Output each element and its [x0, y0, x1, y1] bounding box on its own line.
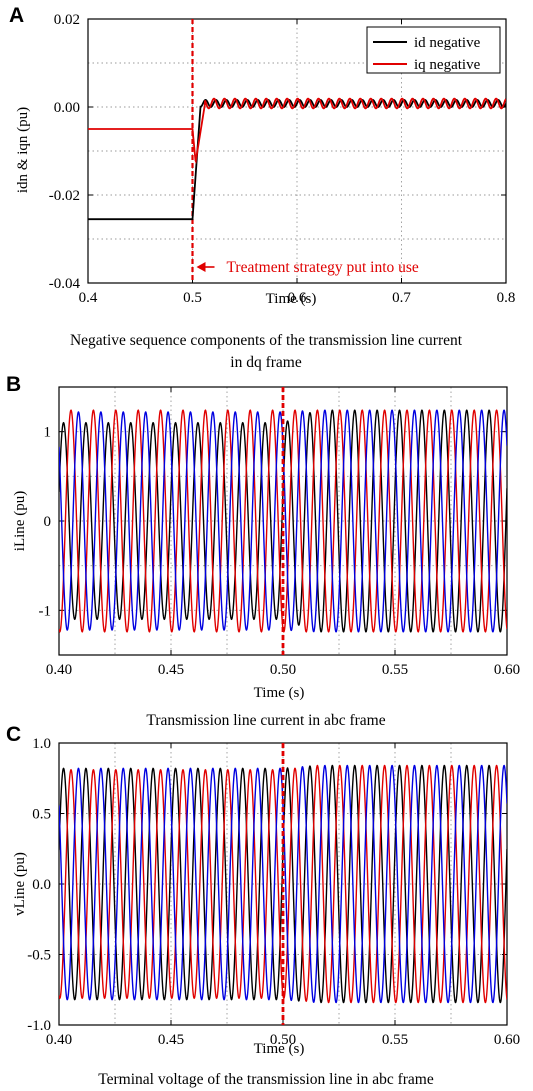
- x-tick-label: 0.4: [79, 290, 98, 306]
- y-tick-label: 0.5: [32, 807, 51, 823]
- x-tick-label: 0.5: [183, 290, 202, 306]
- legend-box: [366, 26, 501, 74]
- legend: id negative iq negative: [366, 26, 501, 74]
- y-axis-label: vLine (pu): [12, 852, 28, 916]
- legend-entry: id negative: [414, 35, 481, 51]
- x-axis-label: Time (s): [254, 685, 305, 701]
- series-line-id-negative: [88, 99, 506, 221]
- x-tick-label: 0.60: [494, 662, 520, 678]
- y-tick-label: 0.00: [54, 100, 80, 116]
- x-axis-label: Time (s): [266, 291, 317, 307]
- x-tick-label: 0.45: [158, 1032, 184, 1048]
- x-tick-label: 0.45: [158, 662, 184, 678]
- legend-entry: iq negative: [414, 57, 481, 73]
- x-tick-label: 0.40: [46, 662, 72, 678]
- y-axis-label: iLine (pu): [12, 491, 28, 551]
- panel-label: A: [9, 4, 24, 27]
- y-tick-label: 0.02: [54, 12, 80, 28]
- y-tick-label: -0.02: [49, 188, 80, 204]
- panel-label: C: [6, 723, 21, 746]
- panel-c: C 0.40 0.45 0.50 0.55 0.60 -1.0 -0.5 0.0 0.5 1.0 Ti…: [6, 723, 520, 1088]
- x-tick-label: 0.55: [382, 662, 408, 678]
- caption: Transmission line current in abc frame: [146, 712, 385, 729]
- annotation-text: Treatment strategy put into use: [227, 259, 419, 276]
- annotation-arrowhead: [196, 262, 206, 272]
- y-tick-label: 1.0: [32, 736, 51, 752]
- y-tick-label: -1.0: [27, 1018, 51, 1034]
- y-tick-label: -1: [39, 603, 52, 619]
- y-tick-label: -0.04: [49, 276, 81, 292]
- x-tick-label: 0.60: [494, 1032, 520, 1048]
- series-line-iq-negative: [88, 97, 506, 165]
- x-tick-label: 0.6: [288, 290, 307, 306]
- y-tick-label: 0.0: [32, 877, 51, 893]
- x-axis-label: Time (s): [254, 1041, 305, 1057]
- x-tick-label: 0.55: [382, 1032, 408, 1048]
- x-tick-label: 0.50: [270, 662, 296, 678]
- panel-b: B 0.40 0.45 0.50 0.55 0.60 -1 0 1 Time (s) iLine (…: [6, 373, 520, 729]
- x-tick-label: 0.50: [270, 1032, 296, 1048]
- x-tick-label: 0.7: [392, 290, 411, 306]
- x-tick-label: 0.8: [497, 290, 516, 306]
- y-tick-label: -0.5: [27, 948, 51, 964]
- x-tick-label: 0.40: [46, 1032, 72, 1048]
- caption-line: Negative sequence components of the tran…: [70, 332, 463, 349]
- y-tick-label: 1: [44, 425, 52, 441]
- caption: Terminal voltage of the transmission lin…: [98, 1071, 434, 1088]
- panel-label: B: [6, 373, 21, 396]
- caption-line: in dq frame: [230, 354, 302, 371]
- y-tick-label: 0: [44, 514, 52, 530]
- y-axis-label: idn & iqn (pu): [15, 107, 31, 193]
- series-line-phase-c: [59, 764, 507, 1004]
- panel-a: A 0.4 0.5 0.6 0.7 0.8 -0.04 -0.02 0.00 0.02 Time (…: [9, 4, 515, 371]
